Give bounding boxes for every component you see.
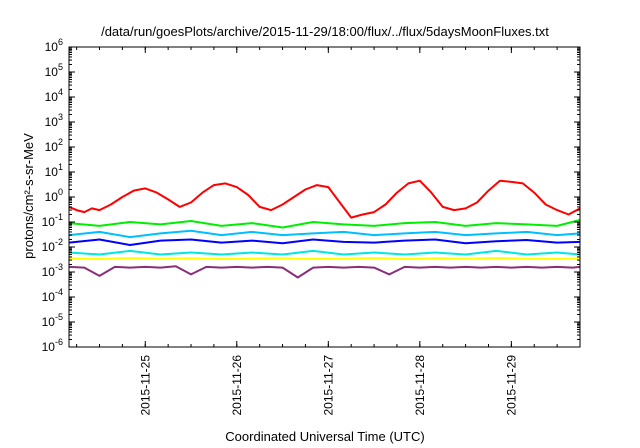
series-layer (68, 179, 581, 279)
series-line-4 (68, 249, 581, 256)
chart-title: /data/run/goesPlots/archive/2015-11-29/1… (101, 24, 549, 39)
y-tick-label: 105 (45, 62, 63, 79)
series-line-2 (68, 229, 581, 239)
series-line-6 (68, 265, 581, 279)
y-tick-label: 10-4 (42, 287, 63, 304)
y-tick-label: 103 (45, 112, 63, 129)
series-line-1 (68, 219, 581, 229)
y-tick-label: 10-6 (42, 337, 63, 354)
x-tick-label: 2015-11-27 (321, 355, 335, 416)
plot-frame (68, 46, 581, 348)
y-tick-label: 106 (45, 37, 63, 54)
x-axis-label: Coordinated Universal Time (UTC) (225, 429, 424, 444)
y-axis-label: protons/cm²-s-sr-MeV (21, 133, 36, 259)
y-tick-label: 104 (45, 87, 63, 104)
x-tick-label: 2015-11-25 (138, 355, 152, 416)
y-tick-label: 10-2 (42, 237, 63, 254)
y-tick-label: 101 (45, 162, 63, 179)
x-tick-label: 2015-11-26 (230, 355, 244, 416)
y-tick-label: 10-1 (42, 212, 63, 229)
series-line-0 (68, 179, 581, 219)
y-tick-label: 102 (45, 137, 63, 154)
series-line-3 (68, 238, 581, 246)
axes-layer: 10-6 10-5 10-4 10-3 10-2 10-1 100 101 102 103 104 1… (42, 37, 580, 416)
x-tick-label: 2015-11-29 (504, 355, 518, 416)
y-tick-label: 10-3 (42, 262, 63, 279)
y-tick-label: 10-5 (42, 312, 63, 329)
y-tick-label: 100 (45, 187, 63, 204)
series-line-5 (68, 257, 581, 260)
x-tick-label: 2015-11-28 (413, 355, 427, 416)
